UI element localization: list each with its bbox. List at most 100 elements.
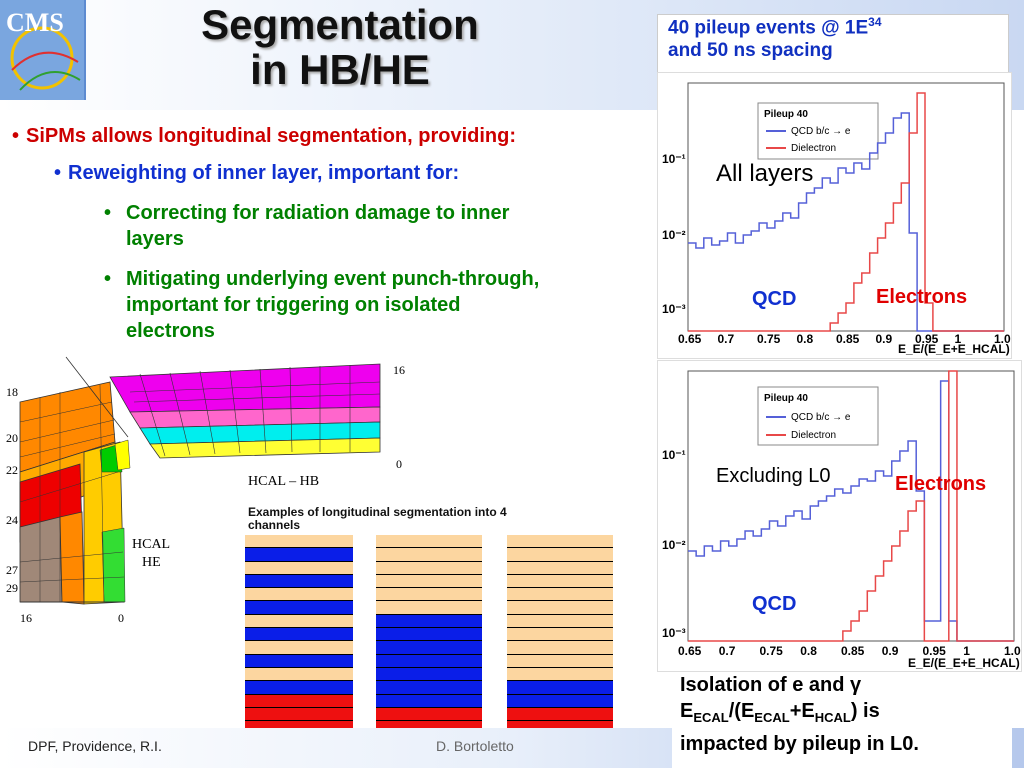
- plot-all-layers-svg: Pileup 40 QCD b/c → e Dielectron 10⁻¹ 10…: [662, 82, 1018, 356]
- depth-label-16-he: 16: [20, 611, 32, 625]
- segment-layer: [376, 681, 482, 695]
- segment-layer: [507, 694, 613, 708]
- segment-layer: [507, 641, 613, 655]
- title-line-2: in HB/HE: [250, 46, 430, 93]
- footer-conference: DPF, Providence, R.I.: [28, 738, 162, 754]
- pileup-exponent: 34: [868, 15, 882, 29]
- plot-excluding-l0-svg: Pileup 40 QCD b/c → e Dielectron 10⁻¹ 10…: [662, 370, 1024, 670]
- plot2-legend-title: Pileup 40: [764, 393, 808, 404]
- segment-layer: [507, 654, 613, 668]
- bullet-l3b-text: layers: [126, 228, 184, 250]
- eta-label-29: 29: [6, 581, 18, 595]
- segment-layer: [507, 628, 613, 642]
- plot2-xticks: 0.65 0.7 0.75 0.8 0.85 0.9 0.95 1 1.05: [678, 644, 1024, 658]
- x-tick-label: 0.95: [923, 644, 947, 658]
- footer-author: D. Bortoletto: [436, 738, 514, 754]
- segment-layer: [376, 707, 482, 722]
- x-tick-label: 0.95: [915, 332, 939, 346]
- segment-layer: [507, 588, 613, 602]
- depth-label-0-hb: 0: [396, 457, 402, 471]
- segment-layer: [245, 694, 353, 708]
- pileup-line-1-text: 40 pileup events @ 1E: [668, 17, 869, 39]
- depth-label-16-hb: 16: [393, 363, 405, 377]
- segment-layer: [245, 628, 353, 642]
- x-tick-label: 1: [963, 644, 970, 658]
- x-tick-label: 0.75: [760, 644, 784, 658]
- segment-layer: [245, 614, 353, 629]
- bullet-level-3a: • Correcting for radiation damage to inne…: [104, 202, 510, 250]
- plot2-electrons-label: Electrons: [895, 473, 987, 495]
- segmentation-column-3: [507, 535, 613, 748]
- x-tick-label: 0.9: [882, 644, 899, 658]
- plot2-legend-ele: Dielectron: [791, 430, 836, 441]
- x-tick-label: 0.8: [800, 644, 817, 658]
- eta-label-20: 20: [6, 431, 18, 445]
- iso-e: E: [680, 700, 694, 722]
- bullet-l2-text: Reweighting of inner layer, important fo…: [68, 162, 460, 184]
- segmentation-column-2: [376, 535, 482, 748]
- cms-logo-graphic: [10, 26, 81, 91]
- plot1-legend-qcd: QCD b/c → e: [791, 126, 851, 137]
- segment-layer: [245, 601, 353, 615]
- x-tick-label: 0.9: [876, 332, 893, 346]
- plot1-annotation: All layers: [716, 160, 814, 187]
- plot-all-layers: Pileup 40 QCD b/c → e Dielectron 10⁻¹ 10…: [657, 72, 1018, 359]
- segmentation-title: Examples of longitudinal segmentation in…: [248, 506, 507, 532]
- bullet-l4b-text: important for triggering on isolated: [126, 294, 461, 316]
- bullet-level-1: • SiPMs allows longitudinal segmentation,…: [12, 125, 517, 147]
- x-tick-label: 0.75: [757, 332, 781, 346]
- cms-logo: [0, 0, 86, 100]
- segment-layer: [376, 641, 482, 655]
- plot2-qcd-histogram: [688, 380, 1014, 642]
- segment-layer: [245, 548, 353, 562]
- segment-layer: [507, 574, 613, 589]
- plot1-ytick-2: 10⁻²: [662, 228, 686, 242]
- bullet-l3a-text: Correcting for radiation damage to inner: [126, 202, 510, 224]
- iso-plus: +E: [789, 700, 815, 722]
- segmentation-title-line-2: channels: [248, 518, 301, 532]
- eta-label-27: 27: [6, 563, 18, 577]
- segment-layer: [507, 561, 613, 575]
- segment-layer: [507, 707, 613, 722]
- bullet-l4a-text: Mitigating underlying event punch-throug…: [126, 268, 540, 290]
- segment-layer: [507, 614, 613, 629]
- bullet-level-2: • Reweighting of inner layer, important f…: [54, 162, 460, 184]
- x-tick-label: 1.05: [1004, 644, 1021, 658]
- x-tick-label: 1: [955, 332, 962, 346]
- hcal-detector-diagram: 18 20 22 24 27 29 16 0 16 0 HCAL – HB HC…: [6, 356, 405, 625]
- segment-layer: [376, 561, 482, 575]
- iso-slash: /(E: [728, 700, 755, 722]
- pileup-line-1: 40 pileup events @ 1E34: [668, 15, 882, 39]
- x-tick-label: 0.65: [678, 332, 702, 346]
- x-tick-label: 0.85: [836, 332, 860, 346]
- isolation-line-2: EECAL/(EECAL+EHCAL) is: [672, 698, 1012, 731]
- segment-layer: [245, 681, 353, 695]
- eta-label-18: 18: [6, 385, 18, 399]
- depth-label-0-he: 0: [118, 611, 124, 625]
- plot1-ytick-3: 10⁻³: [662, 302, 686, 316]
- segment-layer: [376, 535, 482, 549]
- segmentation-title-line-1: Examples of longitudinal segmentation in…: [248, 505, 507, 519]
- title-line-1: Segmentation: [201, 1, 479, 48]
- segmentation-column-1: [245, 535, 353, 748]
- segment-layer: [245, 667, 353, 682]
- slide-title: Segmentation in HB/HE: [130, 2, 550, 92]
- segment-layer: [376, 548, 482, 562]
- plot1-xlabel: E_E/(E_E+E_HCAL): [898, 342, 1010, 356]
- hcal-he-label-2: HE: [142, 555, 161, 570]
- plot1-electron-histogram: [688, 92, 1004, 332]
- segment-layer: [376, 667, 482, 682]
- segment-layer: [507, 535, 613, 549]
- plot1-electrons-label: Electrons: [876, 286, 968, 308]
- plot1-qcd-histogram: [688, 112, 1004, 332]
- plot2-qcd-label: QCD: [752, 593, 797, 615]
- iso-ecal-sub-2: ECAL: [754, 710, 790, 725]
- he-region: [19, 381, 131, 605]
- cms-logo-text: CMS: [6, 8, 64, 37]
- segment-layer: [507, 548, 613, 562]
- plot2-ytick-2: 10⁻²: [662, 538, 686, 552]
- hb-region: [109, 363, 381, 459]
- plot2-xlabel: E_E/(E_E+E_HCAL): [908, 656, 1020, 670]
- plot1-ytick-1: 10⁻¹: [662, 152, 686, 166]
